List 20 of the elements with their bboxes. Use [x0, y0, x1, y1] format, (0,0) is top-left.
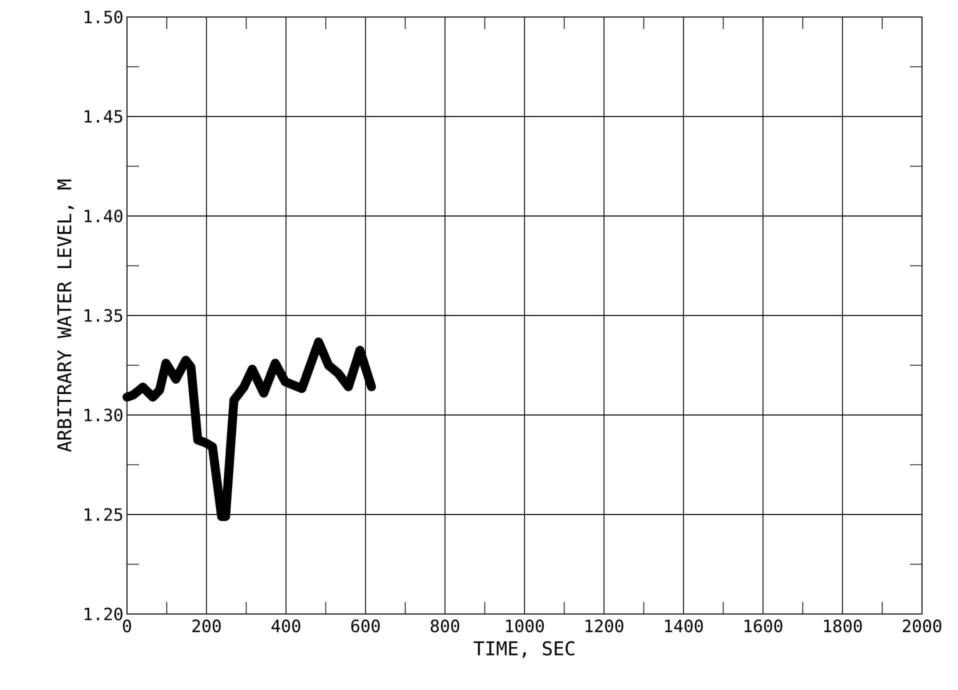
x-tick-label: 800: [430, 620, 460, 632]
x-tick-label: 1000: [506, 620, 544, 632]
x-tick-label: 400: [272, 620, 300, 632]
y-tick-label: 1.50: [84, 10, 122, 24]
y-axis-title: ARBITRARY WATER LEVEL, M: [57, 180, 74, 452]
x-tick-label: 2000: [902, 620, 942, 632]
x-tick-label: 1800: [824, 620, 862, 632]
x-tick-label: 200: [192, 620, 221, 632]
y-tick-label: 1.45: [84, 110, 122, 123]
y-tick-label: 1.40: [84, 210, 122, 222]
y-tick-label: 1.30: [84, 408, 122, 422]
x-tick-label: 1600: [744, 620, 782, 632]
y-tick-label: 1.25: [84, 508, 122, 521]
x-tick-label: 600: [351, 620, 380, 632]
y-tick-label: 1.20: [84, 608, 122, 620]
x-axis-title: TIME, SEC: [474, 641, 574, 658]
y-tick-label: 1.35: [84, 309, 122, 322]
x-tick-label: 0: [122, 620, 131, 632]
x-tick-label: 1400: [665, 620, 703, 632]
x-tick-label: 1200: [586, 620, 624, 632]
